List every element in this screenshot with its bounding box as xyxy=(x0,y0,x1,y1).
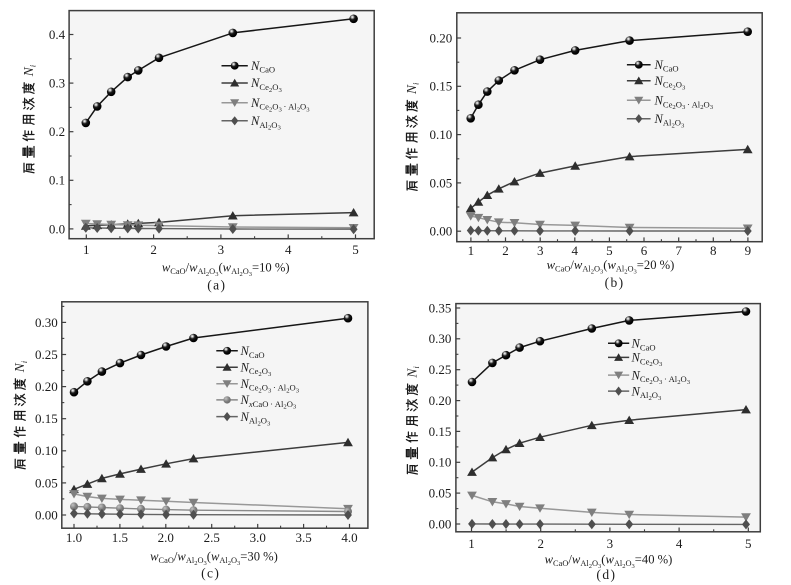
svg-text:5: 5 xyxy=(745,536,752,551)
svg-text:NCe2O3 · Al2O3: NCe2O3 · Al2O3 xyxy=(654,94,714,112)
svg-text:wCaO/wAl2O3(wAl2O3=20 %): wCaO/wAl2O3(wAl2O3=20 %) xyxy=(547,258,675,276)
svg-text:8: 8 xyxy=(710,243,717,258)
svg-text:0.20: 0.20 xyxy=(429,393,452,408)
svg-text:5: 5 xyxy=(352,242,359,257)
svg-text:NAl2O3: NAl2O3 xyxy=(240,410,272,428)
svg-text:6: 6 xyxy=(641,243,648,258)
svg-text:NCe2O3: NCe2O3 xyxy=(250,76,282,94)
svg-text:3: 3 xyxy=(218,242,225,257)
svg-text:3.5: 3.5 xyxy=(295,530,311,545)
svg-text:4: 4 xyxy=(285,242,292,257)
svg-text:0.2: 0.2 xyxy=(49,124,65,139)
svg-text:0.20: 0.20 xyxy=(35,379,58,394)
svg-text:2.5: 2.5 xyxy=(204,530,220,545)
svg-text:0.35: 0.35 xyxy=(429,300,452,315)
svg-text:NCe2O3 · Al2O3: NCe2O3 · Al2O3 xyxy=(250,96,310,114)
svg-text:0.25: 0.25 xyxy=(35,347,58,362)
svg-text:(b): (b) xyxy=(605,275,625,290)
svg-text:0.25: 0.25 xyxy=(429,362,452,377)
svg-text:1: 1 xyxy=(83,242,90,257)
svg-text:5: 5 xyxy=(606,243,613,258)
svg-text:2.0: 2.0 xyxy=(158,530,174,545)
svg-text:NCe2O3 · Al2O3: NCe2O3 · Al2O3 xyxy=(240,377,300,395)
svg-text:0.05: 0.05 xyxy=(430,175,453,190)
svg-text:0.15: 0.15 xyxy=(35,411,58,426)
svg-text:2: 2 xyxy=(537,536,544,551)
svg-text:1: 1 xyxy=(468,536,475,551)
svg-text:4.0: 4.0 xyxy=(341,530,357,545)
svg-text:0.05: 0.05 xyxy=(35,475,58,490)
svg-text:0.1: 0.1 xyxy=(49,173,65,188)
svg-text:NCe2O3: NCe2O3 xyxy=(654,74,686,92)
svg-text:4: 4 xyxy=(572,243,579,258)
svg-text:0.30: 0.30 xyxy=(429,331,452,346)
svg-text:0.05: 0.05 xyxy=(429,486,452,501)
svg-text:NCe2O3: NCe2O3 xyxy=(631,351,663,369)
svg-text:0.3: 0.3 xyxy=(49,76,65,91)
svg-text:0.15: 0.15 xyxy=(429,424,452,439)
svg-text:0.10: 0.10 xyxy=(429,455,452,470)
svg-text:1.5: 1.5 xyxy=(112,530,128,545)
svg-text:1: 1 xyxy=(468,243,475,258)
svg-text:0.30: 0.30 xyxy=(35,315,58,330)
svg-text:0.00: 0.00 xyxy=(429,516,452,531)
svg-text:9: 9 xyxy=(745,243,752,258)
svg-text:3: 3 xyxy=(607,536,614,551)
svg-text:NCaO: NCaO xyxy=(654,58,679,74)
svg-text:2: 2 xyxy=(502,243,509,258)
svg-text:2: 2 xyxy=(150,242,157,257)
svg-text:NCaO: NCaO xyxy=(250,59,275,75)
svg-text:0.4: 0.4 xyxy=(49,27,66,42)
svg-text:wCaO/wAl2O3(wAl2O3=10 %): wCaO/wAl2O3(wAl2O3=10 %) xyxy=(162,260,290,278)
svg-text:NCe2O3: NCe2O3 xyxy=(240,360,272,378)
svg-text:NCaO: NCaO xyxy=(631,337,656,353)
svg-text:NAl2O3: NAl2O3 xyxy=(654,112,686,130)
svg-text:4: 4 xyxy=(676,536,683,551)
svg-text:NAl2O3: NAl2O3 xyxy=(250,114,282,132)
svg-text:0.00: 0.00 xyxy=(430,224,453,239)
svg-text:0.10: 0.10 xyxy=(430,127,453,142)
svg-text:NxCaO · Al2O3: NxCaO · Al2O3 xyxy=(240,393,297,411)
svg-text:0.15: 0.15 xyxy=(430,79,453,94)
svg-text:7: 7 xyxy=(675,243,682,258)
svg-text:(d): (d) xyxy=(596,567,616,582)
svg-text:(a): (a) xyxy=(207,278,226,293)
svg-text:0.0: 0.0 xyxy=(49,221,65,236)
svg-text:NCaO: NCaO xyxy=(240,344,265,360)
svg-text:NAl2O3: NAl2O3 xyxy=(631,384,663,402)
svg-text:0.00: 0.00 xyxy=(35,507,58,522)
svg-text:(c): (c) xyxy=(201,566,220,581)
svg-text:0.10: 0.10 xyxy=(35,443,58,458)
svg-text:3.0: 3.0 xyxy=(250,530,266,545)
svg-text:1.0: 1.0 xyxy=(66,530,82,545)
svg-text:NCe2O3 · Al2O3: NCe2O3 · Al2O3 xyxy=(631,368,691,386)
svg-text:wCaO/wAl2O3(wAl2O3=30 %): wCaO/wAl2O3(wAl2O3=30 %) xyxy=(150,549,278,567)
svg-text:3: 3 xyxy=(537,243,544,258)
svg-text:wCaO/wAl2O3(wAl2O3=40 %): wCaO/wAl2O3(wAl2O3=40 %) xyxy=(545,552,673,570)
svg-text:0.20: 0.20 xyxy=(430,30,453,45)
